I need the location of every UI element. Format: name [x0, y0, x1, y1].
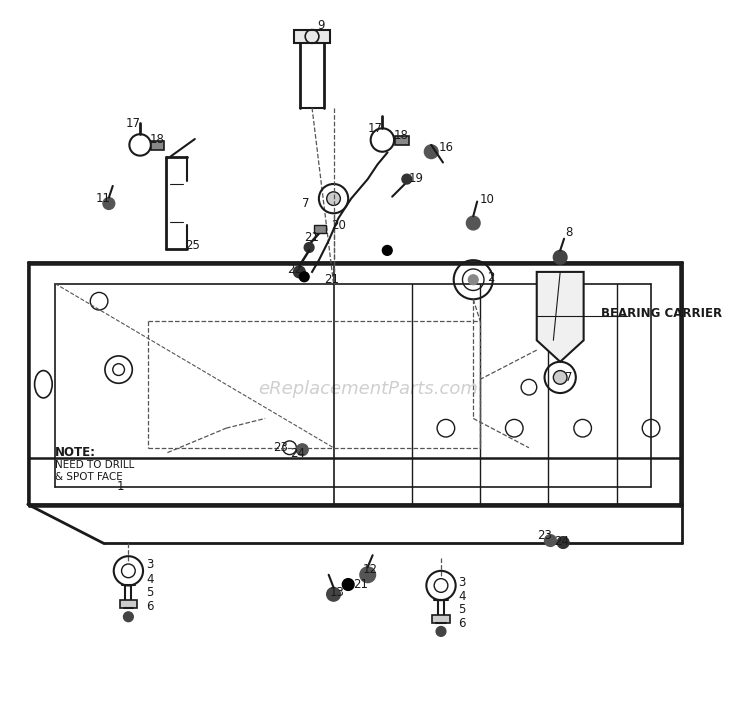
Circle shape [299, 272, 309, 282]
Text: NOTE:: NOTE: [55, 446, 96, 459]
Bar [432, 615, 450, 623]
Circle shape [327, 587, 340, 601]
Text: 4: 4 [146, 573, 154, 586]
Text: 19: 19 [409, 171, 424, 185]
Circle shape [557, 537, 569, 548]
Text: 22: 22 [286, 264, 302, 276]
Circle shape [304, 243, 314, 252]
Text: 9: 9 [317, 19, 325, 32]
Circle shape [296, 444, 308, 455]
Text: 10: 10 [480, 193, 495, 206]
Circle shape [466, 216, 480, 230]
Text: 21: 21 [353, 578, 368, 591]
Text: 4: 4 [458, 590, 466, 603]
Circle shape [424, 145, 438, 159]
Text: 23: 23 [273, 441, 288, 454]
Circle shape [468, 275, 478, 285]
Circle shape [402, 174, 412, 184]
Text: 13: 13 [330, 586, 344, 599]
Text: 12: 12 [363, 563, 378, 577]
Text: 25: 25 [185, 239, 200, 252]
Bar [314, 225, 326, 233]
Text: 17: 17 [125, 117, 140, 130]
Bar [395, 136, 409, 145]
Circle shape [327, 192, 340, 205]
Circle shape [293, 266, 305, 278]
Circle shape [554, 371, 567, 384]
Text: 5: 5 [458, 603, 466, 616]
Text: 18: 18 [150, 133, 165, 145]
Polygon shape [537, 272, 584, 362]
Text: 7: 7 [565, 371, 572, 384]
Text: 3: 3 [458, 576, 466, 589]
Circle shape [436, 627, 446, 637]
Text: 20: 20 [332, 219, 346, 231]
Text: 2: 2 [487, 271, 494, 284]
Text: 23: 23 [537, 529, 551, 542]
Bar [295, 30, 330, 43]
Text: 6: 6 [146, 601, 154, 613]
Bar [151, 141, 164, 149]
Circle shape [382, 245, 392, 255]
Text: NEED TO DRILL: NEED TO DRILL [55, 460, 134, 470]
Circle shape [554, 250, 567, 264]
Text: 21: 21 [304, 231, 320, 244]
Text: 5: 5 [146, 586, 153, 599]
Text: eReplacementParts.com: eReplacementParts.com [258, 380, 478, 398]
Text: 7: 7 [302, 197, 310, 210]
Text: 24: 24 [290, 447, 305, 460]
Circle shape [360, 567, 376, 582]
Text: 21: 21 [324, 274, 339, 286]
Text: 1: 1 [117, 480, 124, 493]
Text: & SPOT FACE: & SPOT FACE [55, 472, 123, 482]
Text: 11: 11 [95, 192, 110, 205]
Bar [119, 600, 137, 608]
Text: BEARING CARRIER: BEARING CARRIER [602, 307, 722, 320]
Circle shape [544, 534, 556, 546]
Circle shape [103, 197, 115, 209]
Text: 3: 3 [146, 558, 153, 572]
Text: 16: 16 [439, 141, 454, 154]
Text: 24: 24 [554, 535, 569, 548]
Text: 17: 17 [368, 122, 382, 135]
Circle shape [342, 579, 354, 590]
Text: 8: 8 [565, 226, 572, 239]
Text: 6: 6 [458, 617, 466, 630]
Text: 18: 18 [394, 128, 409, 142]
Circle shape [124, 612, 134, 622]
